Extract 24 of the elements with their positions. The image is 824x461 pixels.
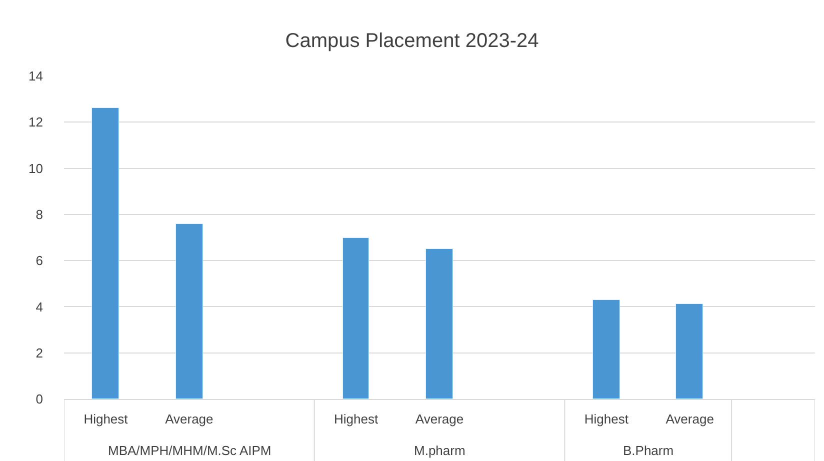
y-tick-label: 6: [36, 253, 43, 268]
x-tick-label: Average: [666, 412, 714, 427]
x-tick-label: Highest: [84, 412, 128, 427]
y-tick-label: 10: [28, 160, 43, 176]
y-tick-label: 8: [36, 206, 43, 222]
text: M.pharm: [414, 443, 466, 458]
x-tick-label: Average: [415, 412, 464, 427]
y-tick-label: 0: [36, 392, 43, 407]
y-tick-label: 2: [36, 345, 43, 360]
x-tick-label: Average: [165, 412, 214, 427]
chart-title: Campus Placement 2023-24: [285, 30, 539, 52]
bar: [426, 248, 453, 399]
bar: [592, 300, 620, 399]
y-tick-label: 14: [28, 68, 43, 84]
text: B.Pharm: [623, 443, 674, 458]
text: MBA/MPH/MHM/M.Sc AIPM: [108, 443, 272, 458]
x-tick-label: Highest: [584, 412, 629, 427]
bar: [176, 224, 203, 399]
x-tick-label: Highest: [334, 412, 378, 427]
y-tick-label: 12: [28, 114, 43, 130]
bar: [342, 238, 369, 399]
y-tick-label: 4: [36, 299, 43, 314]
bar: [676, 304, 703, 399]
bar: [92, 108, 119, 399]
